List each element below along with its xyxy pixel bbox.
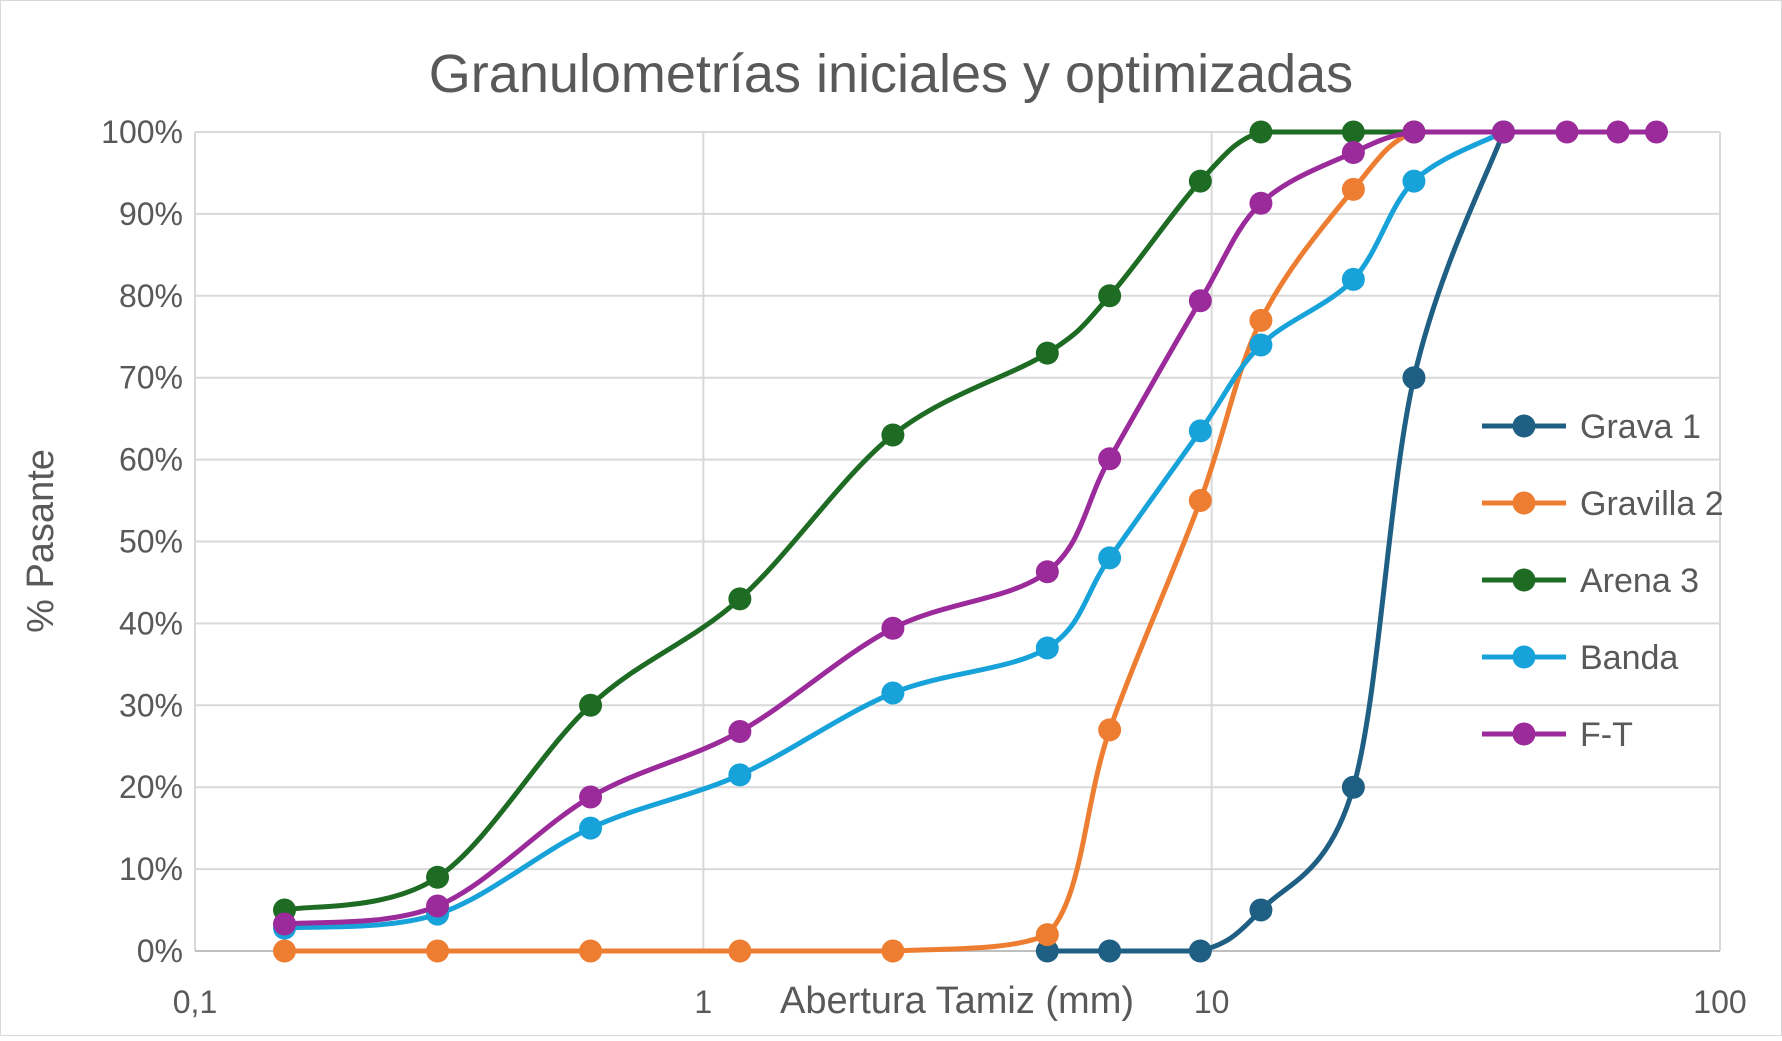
legend-swatch-marker	[1512, 645, 1536, 669]
data-point-banda	[1188, 419, 1212, 443]
legend-item-banda: Banda	[1482, 639, 1678, 677]
data-point-banda	[1249, 333, 1273, 357]
data-point-banda	[579, 816, 603, 840]
data-point-f-t	[1555, 120, 1579, 144]
data-point-banda	[1035, 636, 1059, 660]
legend-item-gravilla-2: Gravilla 2	[1482, 485, 1724, 523]
legend-item-arena-3: Arena 3	[1482, 562, 1699, 600]
data-point-f-t	[1341, 140, 1365, 164]
data-point-arena-3	[1188, 169, 1212, 193]
axes: 0% 10% 20% 30% 40% 50% 60% 70% 80% 90% 100% 0,1 1 10 1…	[101, 114, 1747, 1020]
y-tick-label: 30%	[119, 687, 183, 723]
data-point-gravilla-2	[1035, 923, 1059, 947]
y-tick-label: 0%	[137, 933, 183, 969]
data-point-gravilla-2	[881, 939, 905, 963]
legend: Grava 1 Gravilla 2 Arena 3 Banda F-T	[1482, 408, 1724, 754]
data-point-arena-3	[1098, 284, 1122, 308]
legend-label: Gravilla 2	[1580, 485, 1724, 523]
data-point-gravilla-2	[728, 939, 752, 963]
data-point-f-t	[1606, 120, 1630, 144]
data-point-arena-3	[1249, 120, 1273, 144]
data-point-gravilla-2	[1341, 177, 1365, 201]
data-point-banda	[1341, 267, 1365, 291]
series-line-grava-1	[1044, 129, 1506, 954]
data-point-grava-1	[1188, 939, 1212, 963]
series-line-gravilla-2	[282, 129, 1506, 954]
y-tick-label: 60%	[119, 442, 183, 478]
data-point-f-t	[1491, 120, 1515, 144]
data-point-arena-3	[728, 587, 752, 611]
data-point-banda	[728, 763, 752, 787]
data-point-f-t	[881, 616, 905, 640]
x-tick-label: 10	[1194, 984, 1230, 1020]
x-tick-label: 0,1	[173, 984, 217, 1020]
legend-swatch-marker	[1512, 491, 1536, 515]
data-point-f-t	[1188, 289, 1212, 313]
series-f-t	[273, 120, 1668, 936]
y-tick-label: 80%	[119, 278, 183, 314]
data-point-gravilla-2	[1188, 489, 1212, 513]
legend-label: Arena 3	[1580, 562, 1699, 600]
data-point-f-t	[1098, 447, 1122, 471]
data-point-grava-1	[1402, 366, 1426, 390]
data-point-arena-3	[881, 423, 905, 447]
x-axis-label: Abertura Tamiz (mm)	[780, 980, 1134, 1022]
legend-item-grava-1: Grava 1	[1482, 408, 1701, 446]
y-tick-label: 20%	[119, 769, 183, 805]
data-point-grava-1	[1341, 775, 1365, 799]
legend-swatch-marker	[1512, 722, 1536, 746]
data-point-f-t	[728, 720, 752, 744]
y-tick-label: 70%	[119, 360, 183, 396]
data-point-f-t	[1249, 191, 1273, 215]
data-point-arena-3	[1035, 341, 1059, 365]
x-tick-label: 1	[694, 984, 712, 1020]
data-point-gravilla-2	[273, 939, 297, 963]
y-tick-label: 90%	[119, 196, 183, 232]
data-point-f-t	[1035, 560, 1059, 584]
series-line-arena-3	[282, 129, 1506, 913]
data-point-grava-1	[1098, 939, 1122, 963]
y-axis-label: % Pasante	[20, 449, 62, 633]
data-point-banda	[1098, 546, 1122, 570]
y-tick-label: 100%	[101, 114, 183, 150]
data-point-arena-3	[1341, 120, 1365, 144]
data-point-f-t	[1644, 120, 1668, 144]
grid-lines	[194, 131, 1721, 952]
y-tick-label: 40%	[119, 605, 183, 641]
data-point-banda	[1402, 169, 1426, 193]
y-tick-label: 10%	[119, 851, 183, 887]
y-tick-label: 50%	[119, 524, 183, 560]
data-point-gravilla-2	[426, 939, 450, 963]
data-point-arena-3	[426, 865, 450, 889]
data-point-f-t	[273, 912, 297, 936]
data-point-f-t	[426, 894, 450, 918]
data-point-grava-1	[1249, 898, 1273, 922]
legend-item-f-t: F-T	[1482, 716, 1633, 754]
data-point-gravilla-2	[1249, 308, 1273, 332]
data-point-gravilla-2	[1098, 718, 1122, 742]
data-point-arena-3	[579, 693, 603, 717]
legend-label: Grava 1	[1580, 408, 1701, 446]
series-layer	[273, 120, 1668, 963]
x-tick-label: 100	[1693, 984, 1746, 1020]
data-point-f-t	[1402, 120, 1426, 144]
data-point-banda	[881, 681, 905, 705]
series-banda	[273, 120, 1515, 940]
legend-label: F-T	[1580, 716, 1633, 754]
chart-title: Granulometrías iniciales y optimizadas	[429, 44, 1353, 104]
legend-swatch-marker	[1512, 568, 1536, 592]
data-point-gravilla-2	[579, 939, 603, 963]
series-arena-3	[273, 120, 1515, 922]
legend-swatch-marker	[1512, 414, 1536, 438]
legend-label: Banda	[1580, 639, 1678, 677]
data-point-grava-1	[1035, 939, 1059, 963]
data-point-f-t	[579, 785, 603, 809]
